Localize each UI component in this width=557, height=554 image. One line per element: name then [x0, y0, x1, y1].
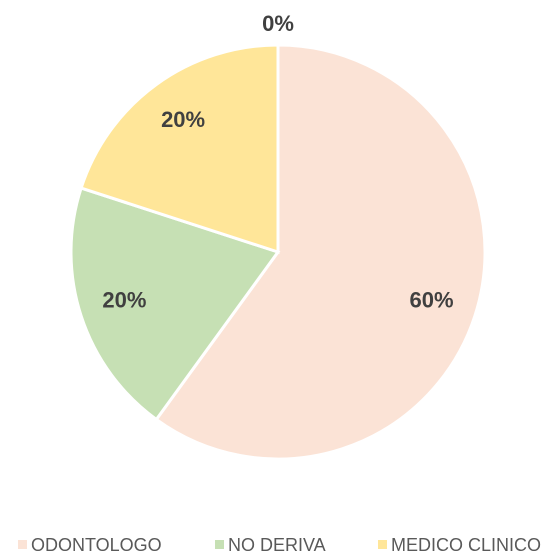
pie-slice [69, 186, 281, 422]
data-label: 60% [410, 288, 454, 313]
data-label: 0% [262, 11, 294, 36]
data-label: 20% [102, 288, 146, 313]
legend-swatch [378, 540, 387, 549]
legend-label: MEDICO CLINICO [391, 535, 541, 554]
legend-label: NO DERIVA [228, 535, 326, 554]
legend-swatch [18, 540, 27, 549]
data-label: 20% [161, 107, 205, 132]
pie-slice [79, 43, 280, 255]
pie-slice [154, 43, 487, 461]
legend-label: ODONTOLOGO [31, 535, 162, 554]
legend-swatch [215, 540, 224, 549]
